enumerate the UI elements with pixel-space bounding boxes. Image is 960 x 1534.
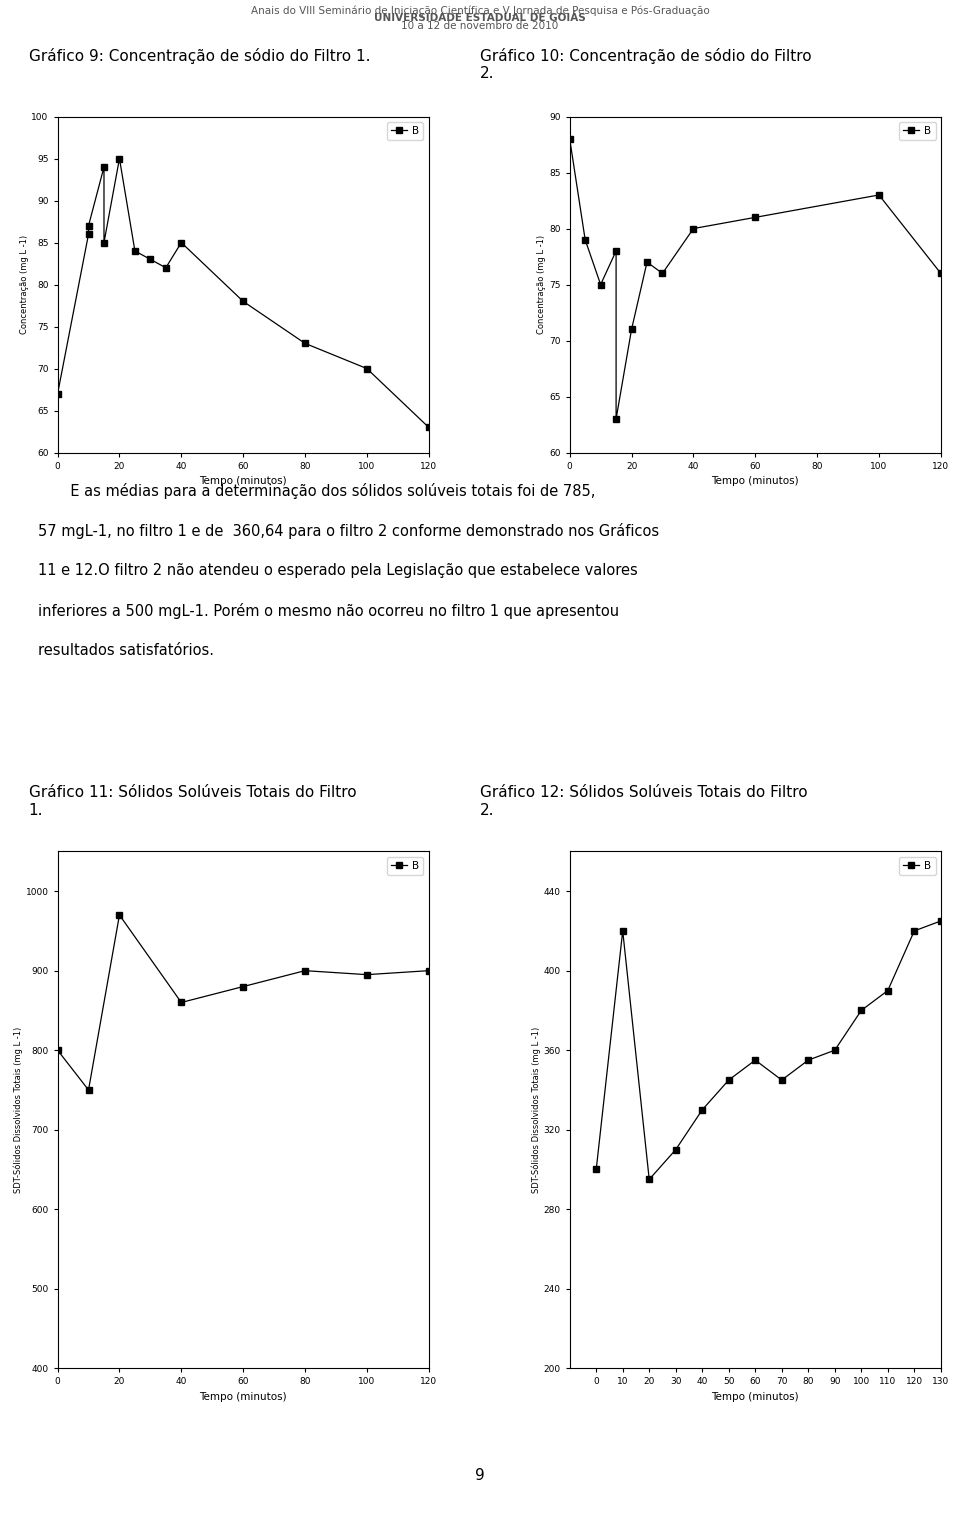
B xyxy=(423,962,435,980)
B xyxy=(237,977,249,996)
B xyxy=(580,230,591,249)
B xyxy=(130,242,141,261)
B xyxy=(829,1042,841,1060)
B xyxy=(626,321,637,339)
B xyxy=(595,275,607,293)
B xyxy=(176,994,187,1012)
X-axis label: Tempo (minutos): Tempo (minutos) xyxy=(711,476,799,486)
B xyxy=(611,242,622,261)
B xyxy=(874,186,885,204)
X-axis label: Tempo (minutos): Tempo (minutos) xyxy=(711,1391,799,1402)
B xyxy=(113,149,125,167)
B xyxy=(98,158,109,176)
B xyxy=(113,905,125,923)
Line: B: B xyxy=(55,913,431,1092)
Text: Anais do VIII Seminário de Iniciação Científica e V Jornada de Pesquisa e Pós-Gr: Anais do VIII Seminário de Iniciação Cie… xyxy=(251,5,709,15)
B xyxy=(145,250,156,268)
B xyxy=(237,291,249,310)
B xyxy=(855,1002,867,1020)
B xyxy=(361,359,372,377)
Y-axis label: SDT-Sólidos Dissolvidos Totais (mg L -1): SDT-Sólidos Dissolvidos Totais (mg L -1) xyxy=(13,1026,23,1193)
B xyxy=(176,233,187,252)
B xyxy=(98,233,109,252)
B xyxy=(52,1042,63,1060)
Legend: B: B xyxy=(387,121,423,140)
Text: Gráfico 11: Sólidos Solúveis Totais do Filtro
1.: Gráfico 11: Sólidos Solúveis Totais do F… xyxy=(29,785,356,818)
B xyxy=(300,334,311,353)
Line: B: B xyxy=(567,137,944,422)
Text: inferiores a 500 mgL-1. Porém o mesmo não ocorreu no filtro 1 que apresentou: inferiores a 500 mgL-1. Porém o mesmo nã… xyxy=(38,603,619,618)
B xyxy=(52,385,63,403)
B xyxy=(300,962,311,980)
B xyxy=(723,1071,734,1089)
B xyxy=(361,965,372,983)
X-axis label: Tempo (minutos): Tempo (minutos) xyxy=(200,476,287,486)
Legend: B: B xyxy=(387,856,423,874)
Text: Gráfico 10: Concentração de sódio do Filtro
2.: Gráfico 10: Concentração de sódio do Fil… xyxy=(480,48,811,81)
X-axis label: Tempo (minutos): Tempo (minutos) xyxy=(200,1391,287,1402)
Y-axis label: Concentração (mg L -1): Concentração (mg L -1) xyxy=(19,235,29,334)
Legend: B: B xyxy=(900,121,936,140)
Legend: B: B xyxy=(900,856,936,874)
B xyxy=(935,264,947,282)
Text: E as médias para a determinação dos sólidos solúveis totais foi de 785,: E as médias para a determinação dos sóli… xyxy=(38,483,596,499)
B xyxy=(83,225,94,244)
B xyxy=(750,209,761,227)
B xyxy=(697,1101,708,1120)
B xyxy=(83,216,94,235)
Text: resultados satisfatórios.: resultados satisfatórios. xyxy=(38,643,214,658)
Text: Gráfico 9: Concentração de sódio do Filtro 1.: Gráfico 9: Concentração de sódio do Filt… xyxy=(29,48,371,63)
B xyxy=(643,1170,655,1189)
B xyxy=(641,253,653,272)
B xyxy=(564,130,575,149)
Text: 10 a 12 de novembro de 2010: 10 a 12 de novembro de 2010 xyxy=(401,20,559,31)
B xyxy=(908,922,920,940)
Y-axis label: SDT-Sólidos Dissolvidos Totais (mg L -1): SDT-Sólidos Dissolvidos Totais (mg L -1) xyxy=(531,1026,540,1193)
B xyxy=(590,1160,602,1178)
B xyxy=(611,410,622,428)
B xyxy=(750,1051,761,1069)
B xyxy=(935,911,947,930)
B xyxy=(687,219,699,238)
Text: 9: 9 xyxy=(475,1468,485,1483)
B xyxy=(617,922,629,940)
Text: UNIVERSIDADE ESTADUAL DE GOIÁS: UNIVERSIDADE ESTADUAL DE GOIÁS xyxy=(374,14,586,23)
Text: 57 mgL-1, no filtro 1 e de  360,64 para o filtro 2 conforme demonstrado nos Gráf: 57 mgL-1, no filtro 1 e de 360,64 para o… xyxy=(38,523,660,538)
Text: 11 e 12.O filtro 2 não atendeu o esperado pela Legislação que estabelece valores: 11 e 12.O filtro 2 não atendeu o esperad… xyxy=(38,563,638,578)
B xyxy=(882,982,894,1000)
B xyxy=(160,259,172,278)
B xyxy=(803,1051,814,1069)
Y-axis label: Concentração (mg L -1): Concentração (mg L -1) xyxy=(538,235,546,334)
B xyxy=(776,1071,787,1089)
B xyxy=(423,419,435,437)
B xyxy=(83,1081,94,1100)
B xyxy=(670,1140,682,1158)
Line: B: B xyxy=(593,919,944,1183)
Text: Gráfico 12: Sólidos Solúveis Totais do Filtro
2.: Gráfico 12: Sólidos Solúveis Totais do F… xyxy=(480,785,807,818)
B xyxy=(657,264,668,282)
Line: B: B xyxy=(55,156,431,430)
